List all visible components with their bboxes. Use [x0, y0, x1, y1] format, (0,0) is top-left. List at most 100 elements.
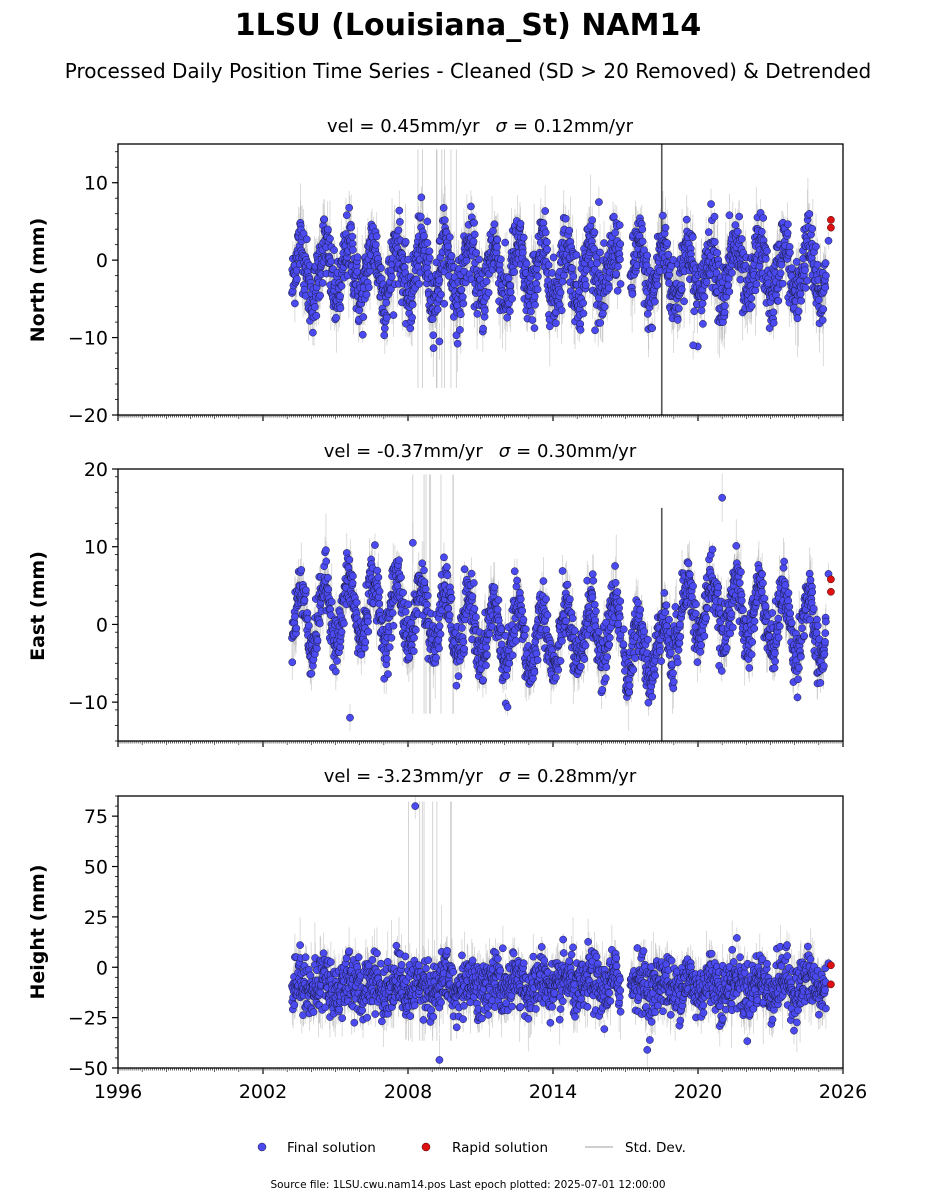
- final-solution-point: [763, 247, 771, 255]
- final-solution-point: [372, 232, 381, 241]
- final-solution-point: [661, 223, 670, 232]
- final-solution-point: [318, 279, 327, 287]
- final-solution-point: [337, 282, 346, 290]
- final-solution-point: [699, 320, 707, 328]
- final-solution-point: [588, 216, 597, 224]
- figure-title: 1LSU (Louisiana_St) NAM14: [235, 8, 702, 43]
- north-plot-area: −20 −10 0 10: [68, 143, 844, 427]
- final-solution-point: [531, 300, 539, 309]
- final-solution-point: [437, 290, 445, 299]
- final-solution-point: [769, 319, 778, 327]
- final-solution-point: [774, 296, 783, 305]
- final-solution-point: [600, 303, 609, 311]
- final-solution-point: [776, 269, 785, 278]
- rapid-solution-point: [827, 223, 835, 232]
- final-solution-point: [590, 228, 599, 237]
- final-solution-point: [447, 251, 456, 260]
- final-solution-point: [408, 300, 417, 309]
- final-solution-point: [572, 251, 581, 259]
- final-solution-point: [611, 228, 619, 237]
- final-solution-point: [445, 233, 454, 241]
- final-solution-point: [543, 245, 552, 254]
- final-solution-point: [581, 281, 590, 289]
- final-solution-point: [332, 313, 340, 322]
- final-solution-point: [353, 253, 362, 261]
- final-solution-point: [336, 292, 344, 300]
- final-solution-point: [320, 215, 329, 224]
- final-solution-point: [752, 280, 761, 288]
- final-solution-point: [371, 240, 380, 249]
- final-solution-point: [728, 268, 736, 277]
- final-solution-point: [440, 216, 449, 224]
- final-solution-point: [506, 281, 515, 290]
- final-solution-point: [615, 221, 624, 229]
- final-solution-point: [560, 271, 568, 280]
- final-solution-point: [596, 248, 604, 257]
- final-solution-point: [473, 310, 482, 318]
- final-solution-point: [638, 237, 647, 246]
- final-solution-point: [469, 237, 478, 246]
- final-solution-point: [803, 276, 812, 285]
- final-solution-point: [425, 247, 434, 256]
- final-solution-point: [423, 217, 432, 226]
- final-solution-point: [824, 236, 833, 245]
- final-solution-point: [481, 306, 489, 315]
- final-solution-point: [453, 339, 462, 348]
- final-solution-point: [533, 285, 542, 294]
- north-sigma-text: = 0.12mm/yr: [513, 116, 634, 137]
- final-solution-point: [387, 272, 396, 281]
- final-solution-point: [489, 227, 497, 235]
- final-solution-point: [452, 331, 461, 340]
- final-solution-point: [439, 204, 448, 212]
- final-solution-point: [459, 299, 468, 308]
- final-solution-point: [336, 304, 345, 313]
- final-solution-point: [545, 322, 554, 331]
- final-solution-point: [813, 260, 822, 269]
- final-solution-point: [377, 264, 385, 272]
- final-solution-point: [821, 259, 830, 267]
- final-solution-point: [516, 219, 525, 228]
- final-solution-point: [680, 297, 688, 306]
- final-solution-point: [713, 248, 721, 257]
- final-solution-point: [557, 306, 566, 315]
- final-solution-point: [505, 307, 514, 316]
- final-solution-point: [365, 283, 373, 292]
- final-solution-point: [470, 219, 478, 227]
- final-solution-point: [765, 324, 774, 332]
- final-solution-point: [747, 302, 756, 310]
- final-solution-point: [382, 313, 391, 322]
- final-solution-point: [312, 311, 321, 320]
- east-panel-title: vel = -0.37mm/yr σ = 0.30mm/yr: [324, 441, 637, 462]
- final-solution-point: [435, 276, 444, 284]
- final-solution-point: [710, 238, 719, 246]
- final-solution-point: [821, 283, 830, 292]
- final-solution-point: [595, 198, 603, 206]
- final-solution-point: [796, 290, 805, 298]
- final-solution-point: [720, 308, 729, 317]
- final-solution-point: [316, 291, 324, 300]
- final-solution-point: [433, 305, 442, 314]
- final-solution-point: [596, 319, 605, 327]
- final-solution-point: [347, 223, 356, 232]
- final-solution-point: [406, 324, 415, 333]
- final-solution-point: [664, 250, 673, 259]
- final-solution-point: [401, 237, 410, 246]
- final-solution-point: [613, 286, 622, 295]
- final-solution-point: [493, 235, 502, 244]
- final-solution-point: [704, 228, 713, 236]
- final-solution-point: [470, 230, 479, 239]
- final-solution-point: [556, 288, 565, 297]
- final-solution-point: [479, 324, 487, 333]
- final-solution-point: [382, 298, 391, 307]
- final-solution-point: [638, 225, 647, 234]
- final-solution-point: [792, 258, 801, 266]
- final-solution-point: [576, 326, 585, 334]
- final-solution-point: [801, 266, 809, 274]
- final-solution-point: [786, 248, 794, 257]
- final-solution-point: [428, 315, 437, 323]
- final-solution-point: [358, 330, 367, 339]
- final-solution-point: [420, 232, 428, 240]
- final-solution-point: [784, 220, 792, 229]
- final-solution-point: [690, 307, 699, 316]
